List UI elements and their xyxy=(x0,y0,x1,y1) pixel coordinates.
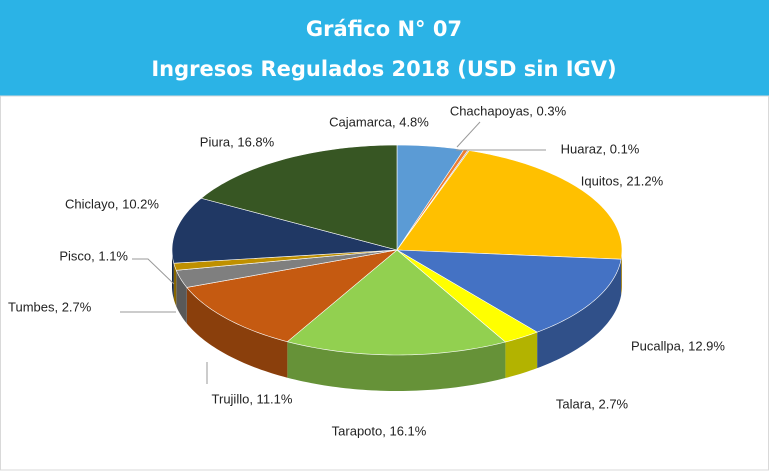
pie-slice xyxy=(396,144,465,251)
data-label: Piura, 16.8% xyxy=(200,134,275,149)
pie-slice xyxy=(286,249,507,356)
header-band xyxy=(0,0,769,96)
pie-slice xyxy=(396,150,623,260)
chart-subtitle: Ingresos Regulados 2018 (USD sin IGV) xyxy=(151,57,616,81)
pie-side xyxy=(505,332,538,379)
pie-slice xyxy=(396,249,538,343)
data-label: Tumbes, 2.7% xyxy=(8,299,92,314)
data-label: Chachapoyas, 0.3% xyxy=(450,103,567,118)
data-label: Cajamarca, 4.8% xyxy=(329,114,429,129)
pie-side xyxy=(287,341,506,391)
data-label: Huaraz, 0.1% xyxy=(561,141,640,156)
pie-side xyxy=(173,263,177,307)
leader-line xyxy=(456,121,481,148)
pie-slice xyxy=(200,144,398,251)
data-label: Chiclayo, 10.2% xyxy=(65,196,159,211)
data-label: Pisco, 1.1% xyxy=(59,248,128,263)
pie-slice xyxy=(186,249,399,343)
leader-line xyxy=(132,258,175,285)
data-label: Tarapoto, 16.1% xyxy=(332,423,427,438)
pie-slice xyxy=(175,249,398,288)
pie-side xyxy=(176,270,187,324)
data-label: Iquitos, 21.2% xyxy=(581,173,664,188)
chart-title: Gráfico N° 07 xyxy=(306,17,462,41)
pie-side xyxy=(537,259,622,369)
pie-slice xyxy=(171,197,398,264)
data-label: Trujillo, 11.1% xyxy=(212,391,293,406)
data-label: Pucallpa, 12.9% xyxy=(631,338,725,353)
data-label: Talara, 2.7% xyxy=(556,396,629,411)
pie-slice xyxy=(396,249,622,333)
pie-side xyxy=(621,250,622,296)
